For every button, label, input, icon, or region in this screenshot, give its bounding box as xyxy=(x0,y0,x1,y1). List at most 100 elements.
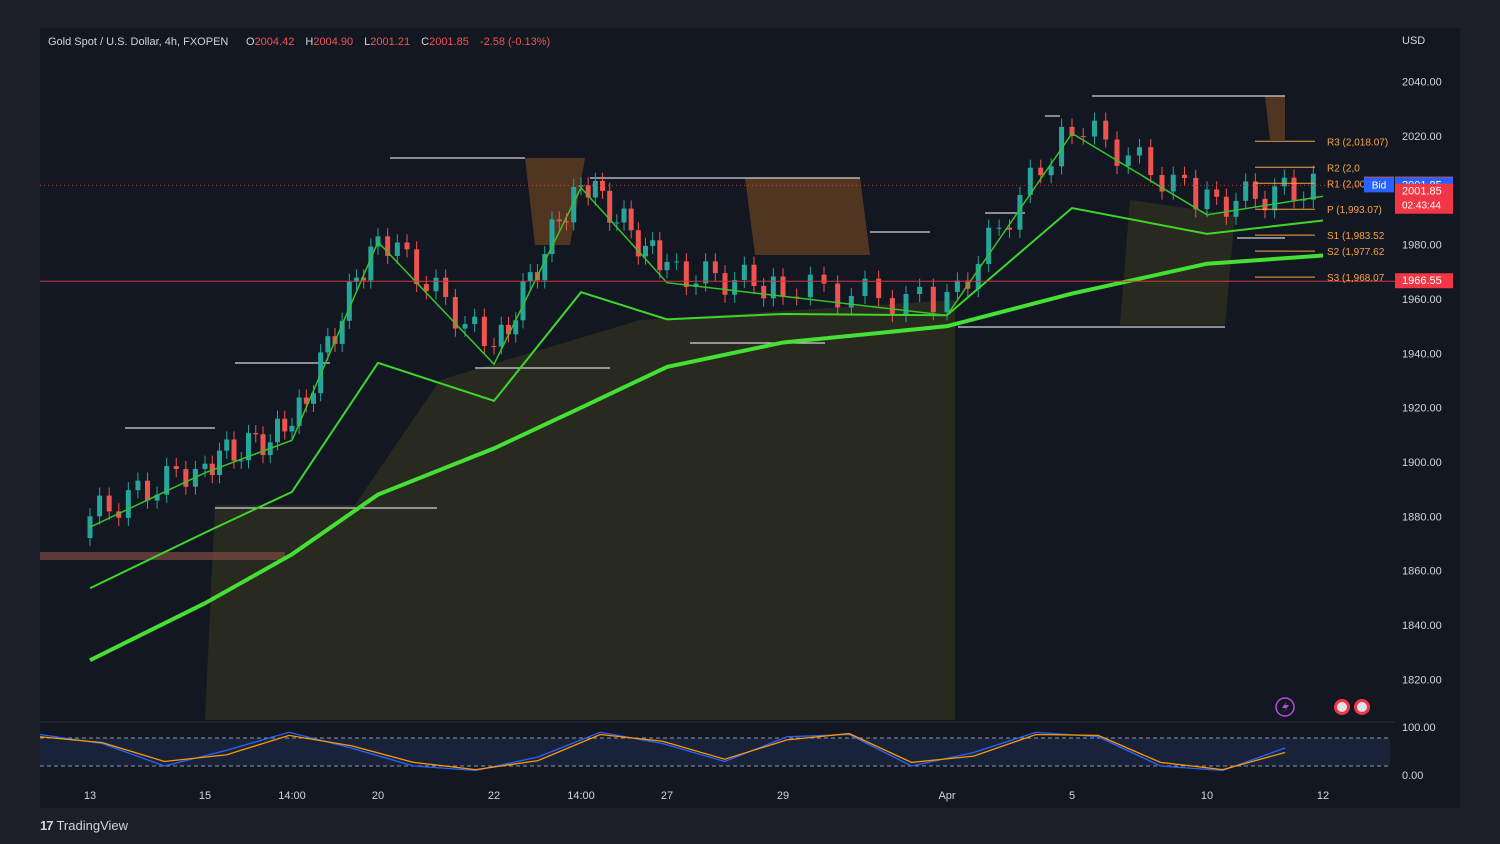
candle-body xyxy=(1243,181,1249,201)
candle-body xyxy=(607,190,613,223)
y-tick-label: 1820.00 xyxy=(1402,674,1442,686)
candle-body xyxy=(462,324,468,329)
pivot-label-p: P (1,993.07) xyxy=(1327,205,1382,216)
candle-body xyxy=(1310,173,1316,200)
candle-body xyxy=(443,277,449,297)
candlesticks xyxy=(87,112,1316,547)
open-value: 2004.42 xyxy=(255,36,295,48)
candle-body xyxy=(527,272,533,282)
candle-body xyxy=(1059,126,1065,167)
x-tick-label: 15 xyxy=(199,790,211,802)
candle-body xyxy=(674,261,680,263)
candle-body xyxy=(253,433,259,435)
candle-body xyxy=(664,261,670,271)
oscillator-pane: 100.00 0.00 xyxy=(39,721,1436,782)
candle-body xyxy=(246,433,251,461)
candle-body xyxy=(635,230,641,257)
candle-body xyxy=(125,490,131,518)
ema-line-mid xyxy=(89,206,1324,590)
candle-body xyxy=(954,280,960,292)
pivot-label-r1: R1 (2,002.62 xyxy=(1327,179,1385,190)
logo-icon: 17 xyxy=(40,818,54,833)
x-tick-label: 29 xyxy=(777,790,789,802)
candle-body xyxy=(712,261,718,274)
candle-body xyxy=(1148,147,1154,176)
candle-body xyxy=(1103,120,1109,140)
candle-body xyxy=(944,291,950,313)
close-value: 2001.85 xyxy=(429,36,469,48)
x-tick-label: 13 xyxy=(84,790,96,802)
candle-body xyxy=(135,480,141,491)
candle-body xyxy=(414,249,420,285)
demand-zone xyxy=(40,552,285,560)
us-flag-icon[interactable] xyxy=(1334,699,1370,715)
candle-body xyxy=(1252,181,1258,199)
candle-body xyxy=(282,418,288,432)
candle-body xyxy=(224,439,230,451)
candle-body xyxy=(903,294,909,314)
candle-body xyxy=(1223,196,1229,217)
candle-body xyxy=(996,227,1002,229)
candle-body xyxy=(862,278,868,296)
supply-zone xyxy=(745,178,870,255)
candle-body xyxy=(238,460,244,462)
ema-line-fast xyxy=(89,132,1324,528)
candle-body xyxy=(1017,194,1023,230)
candle-body xyxy=(116,511,122,518)
x-tick-label: 20 xyxy=(372,790,384,802)
candle-body xyxy=(202,463,208,469)
candle-body xyxy=(97,495,103,517)
pivot-levels: R3 (2,018.07) R2 (2,0 R1 (2,002.62 P (1,993… xyxy=(1255,137,1388,284)
candle-body xyxy=(433,277,439,292)
candle-body xyxy=(385,236,391,256)
cloud-band xyxy=(205,300,955,720)
candle-body xyxy=(643,245,648,257)
x-tick-label: 14:00 xyxy=(567,790,595,802)
candle-body xyxy=(549,219,555,255)
candle-body xyxy=(275,418,280,443)
candle-body xyxy=(693,283,699,287)
close-label: C xyxy=(421,36,429,48)
x-tick-label: Apr xyxy=(938,790,955,802)
pivot-label-s2: S2 (1,977.62 xyxy=(1327,247,1385,258)
y-tick-label: 1880.00 xyxy=(1402,511,1442,523)
candle-body xyxy=(1170,174,1176,192)
candle-body xyxy=(491,346,497,348)
candle-body xyxy=(807,274,813,298)
candle-body xyxy=(578,185,584,187)
candle-body xyxy=(1114,139,1120,166)
candle-body xyxy=(423,284,429,292)
candle-body xyxy=(361,277,367,281)
candle-body xyxy=(346,281,352,321)
currency-label: USD xyxy=(1402,35,1425,47)
shaded-bands xyxy=(40,96,1285,720)
candle-body xyxy=(876,278,882,299)
alert-icon[interactable] xyxy=(1275,697,1295,717)
candle-body xyxy=(394,242,400,256)
candle-body xyxy=(368,246,374,281)
candle-body xyxy=(289,425,295,432)
candle-body xyxy=(231,439,237,461)
candle-body xyxy=(1038,167,1044,176)
time-axis[interactable]: 13 15 14:00 20 22 14:00 27 29 Apr 5 10 12 xyxy=(84,790,1329,802)
candle-body xyxy=(761,285,767,299)
pivot-label-s3: S3 (1,968.07 xyxy=(1327,273,1385,284)
high-label: H xyxy=(305,36,313,48)
x-tick-label: 22 xyxy=(488,790,500,802)
pivot-label-r3: R3 (2,018.07) xyxy=(1327,137,1388,148)
candle-body xyxy=(1048,166,1054,176)
candle-body xyxy=(296,397,302,426)
low-label: L xyxy=(364,36,370,48)
x-tick-label: 5 xyxy=(1069,790,1075,802)
candle-body xyxy=(889,298,895,314)
candle-body xyxy=(1272,186,1278,211)
badge-tag-label: Bid xyxy=(1372,180,1386,191)
candle-body xyxy=(542,254,548,281)
candle-body xyxy=(571,186,577,223)
tradingview-logo[interactable]: 17 TradingView xyxy=(40,818,128,833)
oscillator-lower-label: 0.00 xyxy=(1402,770,1423,782)
candle-body xyxy=(1069,126,1075,137)
candle-body xyxy=(311,393,316,404)
